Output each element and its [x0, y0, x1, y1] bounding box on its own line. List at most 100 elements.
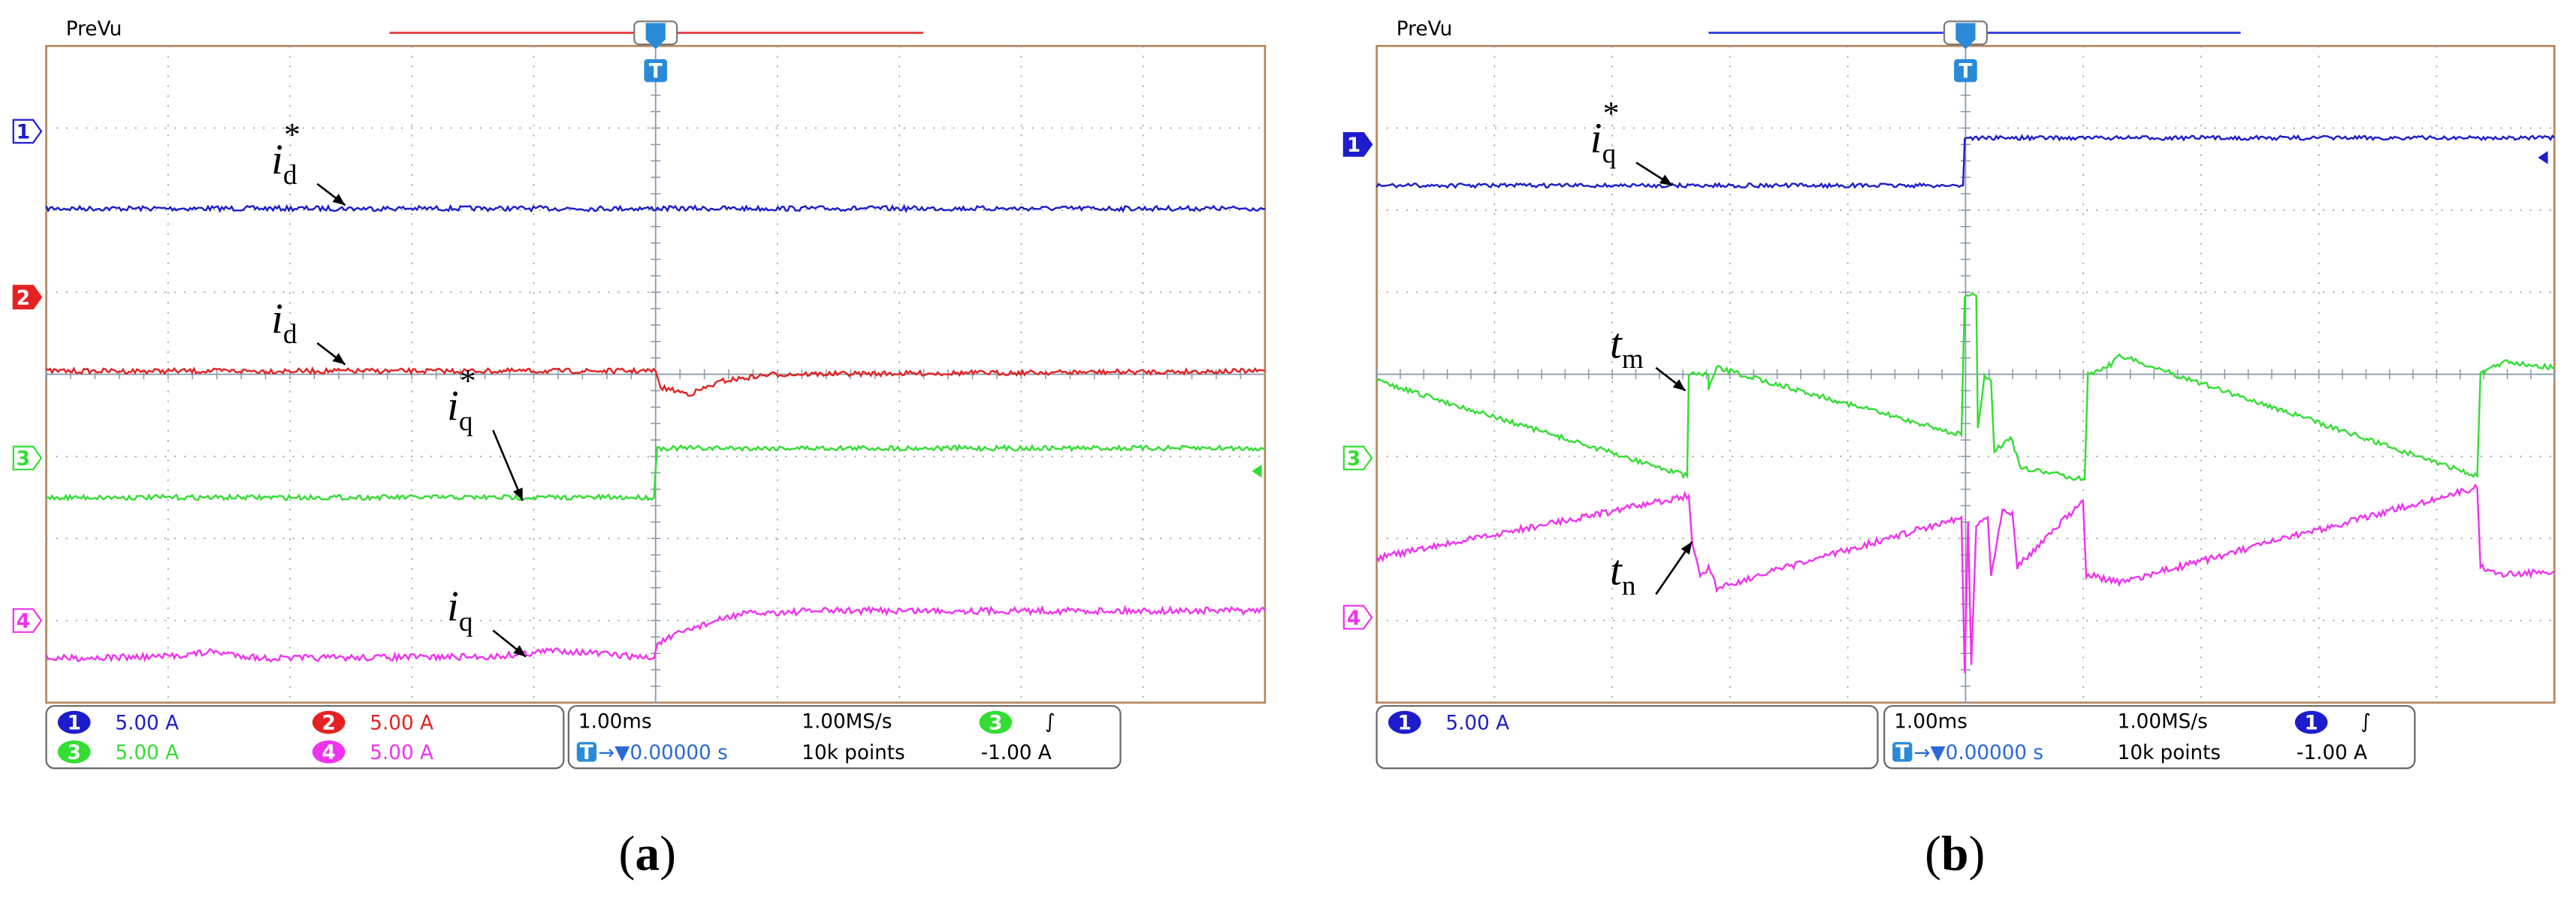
label-base: i [271, 296, 283, 343]
offset-arrow [2538, 151, 2548, 164]
trigger-slope: ∫ [2360, 711, 2371, 734]
label-superscript: * [460, 363, 476, 399]
channel-badge-label: 1 [68, 713, 81, 735]
channel-scale: 5.00 A [370, 742, 433, 764]
label-subscript: d [283, 319, 297, 350]
channel-marker [12, 285, 43, 310]
trace-label: iq [447, 583, 473, 637]
trace-label: tm [1610, 321, 1644, 375]
arrow-head [1659, 174, 1673, 186]
record-length: 10k points [2118, 742, 2221, 764]
channel-marker [1342, 445, 1373, 471]
waveform [45, 366, 1266, 397]
trace-label: iq * [447, 363, 476, 437]
trigger-pointer [1955, 23, 1976, 50]
readout-box [45, 705, 565, 770]
trace-label: id [271, 296, 297, 350]
caption: (b) [1925, 827, 1985, 881]
mode-label: PreVu [1397, 18, 1452, 41]
timebase: 1.00ms [578, 711, 652, 734]
label-base: t [1610, 321, 1623, 368]
arrow-head [513, 645, 526, 657]
arrow-head [332, 353, 346, 365]
channel-marker [12, 119, 43, 144]
trigger-icon: T [580, 742, 593, 764]
channel-marker-label: 4 [1347, 607, 1360, 630]
label-subscript: q [459, 406, 473, 437]
label-subscript: n [1622, 570, 1636, 601]
sample-rate: 1.00MS/s [2118, 711, 2208, 734]
arrow-head [1681, 541, 1693, 555]
waveform [1376, 134, 2556, 189]
caption-letter: a [635, 827, 660, 881]
channel-marker [1342, 604, 1373, 630]
channel-marker-label: 1 [1347, 134, 1360, 157]
channel-marker [1342, 132, 1373, 157]
channel-marker-label: 1 [17, 122, 30, 144]
channel-badge-label: 1 [2305, 713, 2318, 735]
timebase: 1.00ms [1894, 711, 1967, 734]
trigger-icon-box [576, 742, 596, 762]
sample-rate: 1.00MS/s [802, 711, 892, 734]
channel-marker [12, 608, 43, 633]
label-base: i [447, 583, 459, 630]
label-base: t [1610, 547, 1623, 594]
arrow-head [1672, 379, 1686, 391]
channel-badge-label: 1 [1398, 713, 1412, 735]
trigger-tag [1954, 59, 1977, 83]
label-base: i [447, 383, 459, 430]
channel-scale: 5.00 A [115, 742, 179, 764]
label-superscript: * [1603, 95, 1620, 131]
caption-open: ( [619, 827, 636, 881]
trigger-level: -1.00 A [2297, 742, 2367, 764]
label-subscript: q [1602, 138, 1617, 169]
caption-close: ) [1968, 827, 1985, 881]
caption-open: ( [1925, 827, 1941, 881]
channel-scale: 5.00 A [1445, 713, 1509, 735]
channel-scale: 5.00 A [370, 713, 433, 735]
trigger-marker: T [1958, 61, 1972, 83]
offset-arrow [1252, 464, 1262, 478]
readout-box [1376, 705, 1879, 770]
trace-label: id * [271, 117, 300, 191]
record-length: 10k points [802, 742, 904, 764]
channel-badge [57, 740, 91, 764]
channel-badge [2294, 710, 2328, 734]
trigger-icon-box [1892, 742, 1913, 762]
channel-badge-label: 3 [989, 713, 1002, 735]
trace-label: tn [1610, 547, 1636, 601]
trigger-tag [644, 59, 668, 83]
channel-badge [1388, 710, 1421, 734]
channel-scale: 5.00 A [115, 713, 179, 735]
label-subscript: m [1622, 344, 1644, 375]
waveform [1376, 483, 2555, 674]
channel-badge-label: 3 [68, 742, 81, 764]
channel-badge [57, 710, 91, 734]
label-base: i [271, 137, 283, 184]
label-subscript: d [283, 160, 297, 191]
channel-badge-label: 2 [322, 713, 335, 735]
caption-letter: b [1941, 827, 1968, 881]
waveform [45, 604, 1266, 663]
waveform [1376, 291, 2555, 481]
trace-label: iq * [1590, 95, 1620, 169]
waveform [45, 203, 1266, 213]
arrow-head [332, 194, 346, 206]
caption-close: ) [660, 827, 676, 881]
caption: (a) [619, 827, 676, 881]
channel-badge [312, 710, 346, 734]
label-superscript: * [284, 117, 300, 153]
channel-badge-label: 4 [322, 742, 335, 764]
channel-marker-label: 2 [17, 287, 30, 309]
waveform [46, 444, 1266, 502]
horizontal-position: →▼0.00000 s [1914, 742, 2044, 764]
channel-marker [12, 445, 43, 471]
trigger-icon: T [1895, 742, 1909, 764]
channel-badge [979, 710, 1013, 734]
pointer-arrow [492, 429, 524, 502]
label-base: i [1590, 115, 1602, 162]
readout-box [1883, 705, 2416, 770]
trigger-marker: T [649, 61, 663, 83]
